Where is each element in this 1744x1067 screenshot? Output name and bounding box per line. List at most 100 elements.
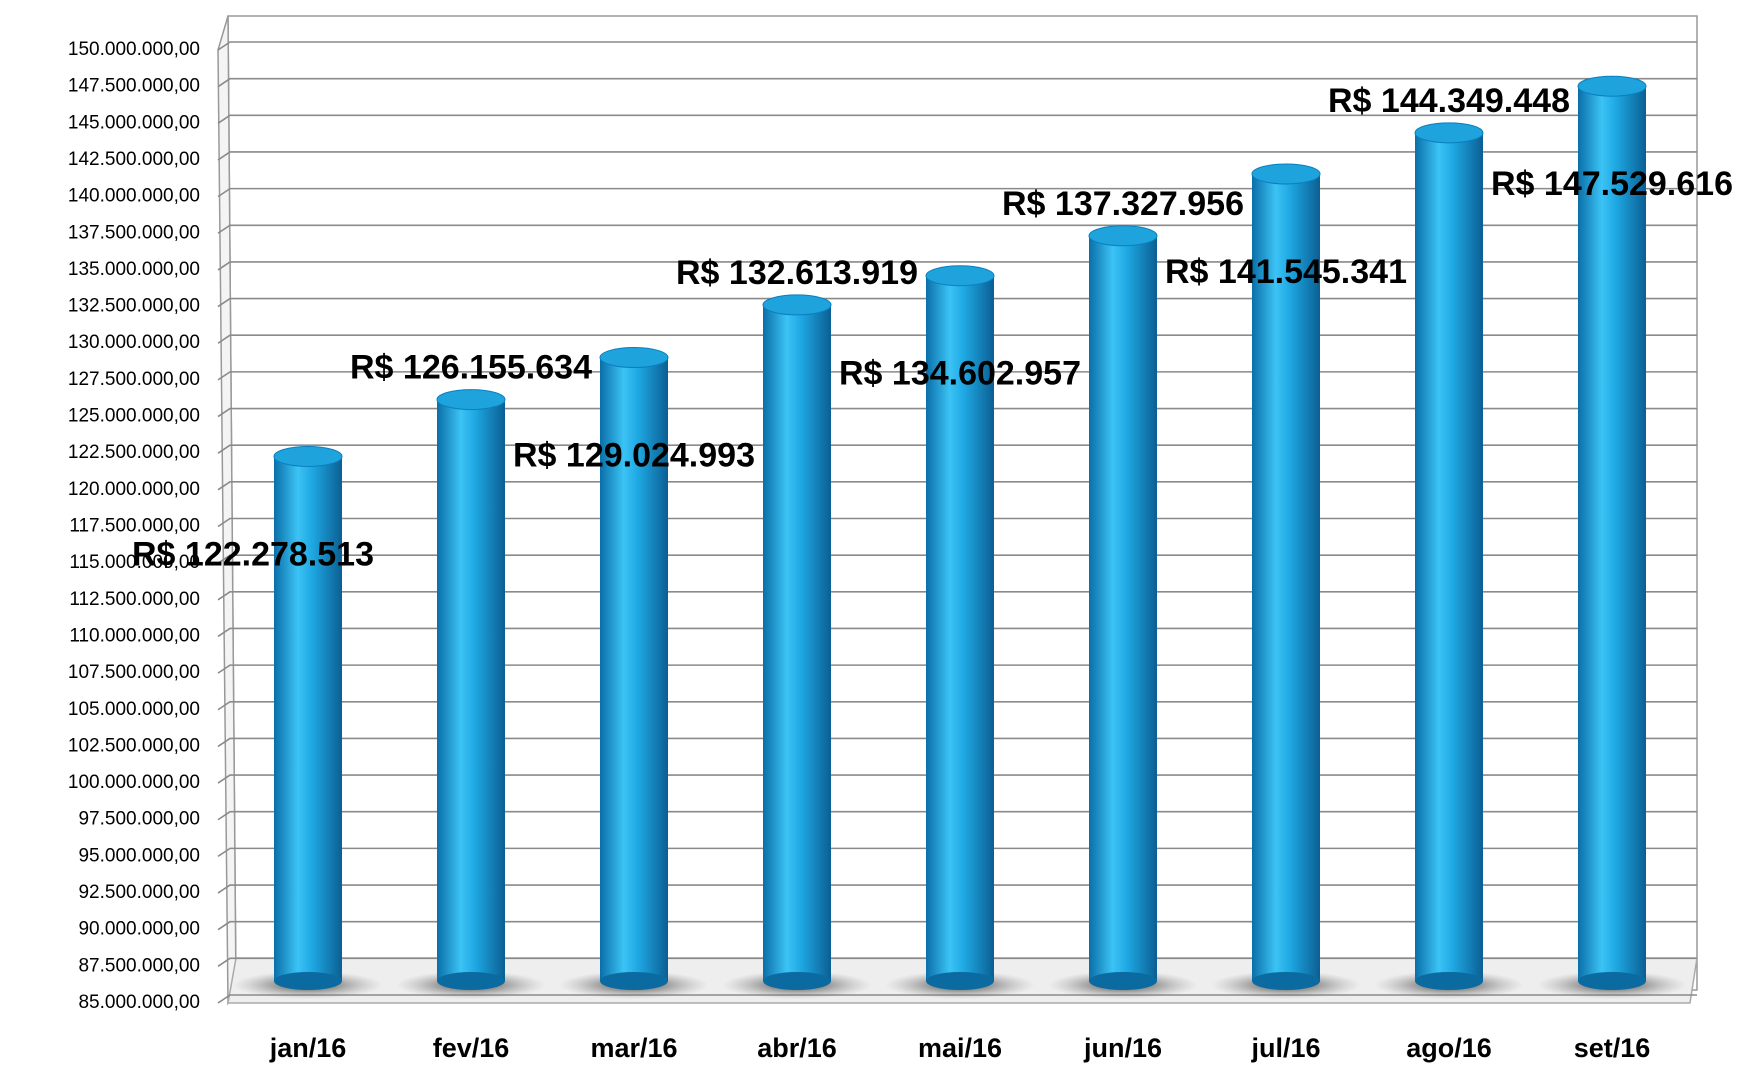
- bar-body: [926, 275, 994, 981]
- y-tick-label: 110.000.000,00: [69, 625, 200, 646]
- bar: [722, 294, 872, 999]
- grid-line: [217, 187, 1697, 198]
- grid-line: [217, 627, 1697, 638]
- x-tick-label: set/16: [1574, 1033, 1651, 1063]
- y-tick-label: 142.500.000,00: [68, 149, 200, 170]
- y-tick-label: 132.500.000,00: [68, 296, 200, 317]
- y-tick-label: 107.500.000,00: [68, 662, 200, 683]
- grid-line: [217, 737, 1697, 748]
- bar-top: [1088, 225, 1158, 247]
- bar-bottom: [274, 972, 342, 990]
- y-tick-label: 127.500.000,00: [68, 369, 200, 390]
- bar-bottom: [600, 972, 668, 990]
- value-label: R$ 132.613.919: [676, 254, 918, 292]
- bar: [396, 389, 546, 999]
- grid-line: [217, 554, 1697, 564]
- y-tick-label: 125.000.000,00: [68, 406, 200, 427]
- bar-top: [273, 445, 343, 467]
- grid-line: [217, 517, 1697, 528]
- grid-line: [217, 224, 1697, 234]
- grid-line: [217, 41, 1697, 51]
- bar-top: [436, 389, 506, 411]
- grid-line: [217, 334, 1697, 344]
- y-tick-label: 122.500.000,00: [68, 442, 200, 463]
- y-tick-label: 85.000.000,00: [78, 992, 200, 1013]
- bar: [559, 347, 709, 999]
- y-tick-label: 105.000.000,00: [68, 699, 200, 720]
- bar-top: [1251, 163, 1321, 185]
- bar: [885, 265, 1035, 999]
- grid-line: [217, 407, 1697, 418]
- grid-line: [217, 591, 1697, 601]
- value-label: R$ 144.349.448: [1328, 82, 1570, 120]
- y-tick-label: 137.500.000,00: [68, 222, 200, 243]
- y-tick-label: 92.500.000,00: [78, 882, 200, 903]
- value-label: R$ 147.529.616: [1491, 165, 1733, 203]
- bar-bottom: [1415, 972, 1483, 990]
- bar-bottom: [1089, 972, 1157, 990]
- bar-top: [925, 265, 995, 287]
- bar-body: [274, 456, 342, 981]
- value-label: R$ 122.278.513: [132, 535, 374, 573]
- x-tick-label: mar/16: [590, 1033, 677, 1063]
- bar-bottom: [1578, 972, 1646, 990]
- bar: [1048, 225, 1198, 999]
- y-tick-label: 130.000.000,00: [68, 332, 200, 353]
- x-tick-label: ago/16: [1406, 1033, 1492, 1063]
- y-tick-label: 120.000.000,00: [68, 479, 200, 500]
- grid-line: [217, 151, 1697, 161]
- bar-bottom: [1252, 972, 1320, 990]
- y-tick-label: 150.000.000,00: [68, 39, 200, 60]
- bar-body: [763, 304, 831, 981]
- value-label: R$ 134.602.957: [839, 355, 1081, 393]
- bar-top: [1577, 75, 1647, 97]
- bar-bottom: [437, 972, 505, 990]
- grid-line: [217, 444, 1697, 454]
- grid-line: [217, 920, 1697, 931]
- y-tick-label: 145.000.000,00: [68, 112, 200, 133]
- y-tick-label: 102.500.000,00: [68, 735, 200, 756]
- x-tick-label: mai/16: [918, 1033, 1002, 1063]
- y-tick-label: 135.000.000,00: [68, 259, 200, 280]
- y-tick-label: 147.500.000,00: [68, 76, 200, 97]
- x-tick-label: jul/16: [1250, 1033, 1320, 1063]
- y-tick-label: 117.500.000,00: [69, 516, 200, 537]
- bar: [1537, 75, 1687, 999]
- value-label: R$ 129.024.993: [513, 437, 755, 475]
- bar-top: [762, 294, 832, 316]
- grid-line: [217, 847, 1697, 858]
- bar-top: [599, 347, 669, 369]
- bar-body: [1415, 132, 1483, 982]
- y-tick-label: 97.500.000,00: [78, 809, 200, 830]
- grid-line: [217, 297, 1697, 308]
- y-tick-label: 115.000.000,00: [69, 552, 200, 573]
- grid-line: [217, 481, 1697, 491]
- grid-line: [217, 774, 1697, 784]
- y-tick-label: 95.000.000,00: [78, 845, 200, 866]
- bar: [1211, 163, 1361, 999]
- grid-line: [217, 810, 1697, 821]
- bar-body: [437, 399, 505, 981]
- bar-body: [1252, 173, 1320, 981]
- y-tick-label: 87.500.000,00: [78, 955, 200, 976]
- bar-bottom: [763, 972, 831, 990]
- x-tick-label: fev/16: [433, 1033, 510, 1063]
- bar-body: [600, 357, 668, 981]
- value-label: R$ 141.545.341: [1165, 253, 1407, 291]
- value-label: R$ 126.155.634: [350, 349, 592, 387]
- bar-top: [1414, 122, 1484, 144]
- bar-bottom: [926, 972, 994, 990]
- value-label: R$ 137.327.956: [1002, 185, 1244, 223]
- x-tick-label: jun/16: [1083, 1033, 1162, 1063]
- grid-line: [217, 994, 1697, 1004]
- x-tick-label: abr/16: [757, 1033, 837, 1063]
- y-tick-label: 90.000.000,00: [78, 919, 200, 940]
- grid-line: [217, 114, 1697, 124]
- bar-body: [1089, 235, 1157, 982]
- grid-line: [217, 371, 1697, 381]
- grid-line: [217, 957, 1697, 968]
- bar: [233, 445, 383, 999]
- grid-line: [217, 77, 1697, 88]
- grid-line: [217, 664, 1697, 674]
